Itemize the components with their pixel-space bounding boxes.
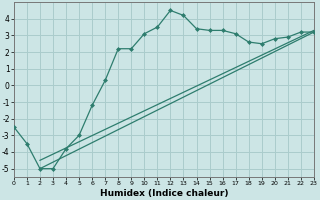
X-axis label: Humidex (Indice chaleur): Humidex (Indice chaleur) (100, 189, 228, 198)
